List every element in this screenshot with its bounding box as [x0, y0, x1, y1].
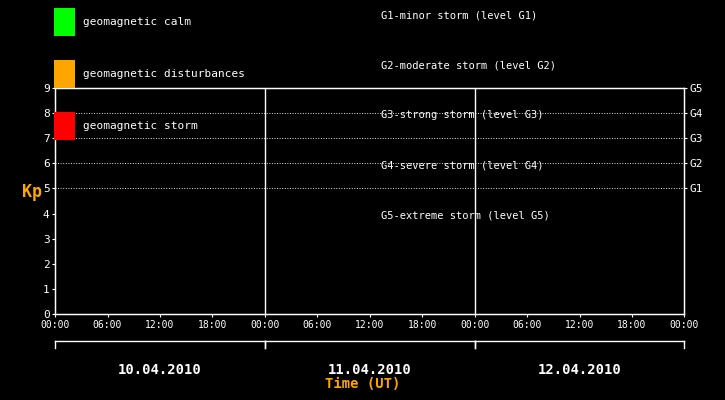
Text: geomagnetic storm: geomagnetic storm [83, 121, 198, 131]
Text: 12.04.2010: 12.04.2010 [538, 363, 621, 377]
Text: G1-minor storm (level G1): G1-minor storm (level G1) [381, 10, 537, 20]
Y-axis label: Kp: Kp [22, 183, 41, 201]
Text: 11.04.2010: 11.04.2010 [328, 363, 412, 377]
Text: geomagnetic calm: geomagnetic calm [83, 17, 191, 27]
Text: G2-moderate storm (level G2): G2-moderate storm (level G2) [381, 60, 555, 70]
Text: G5-extreme storm (level G5): G5-extreme storm (level G5) [381, 210, 550, 220]
Text: 10.04.2010: 10.04.2010 [118, 363, 202, 377]
Text: Time (UT): Time (UT) [325, 377, 400, 391]
Text: geomagnetic disturbances: geomagnetic disturbances [83, 69, 245, 79]
Text: G3-strong storm (level G3): G3-strong storm (level G3) [381, 110, 543, 120]
Text: G4-severe storm (level G4): G4-severe storm (level G4) [381, 160, 543, 170]
